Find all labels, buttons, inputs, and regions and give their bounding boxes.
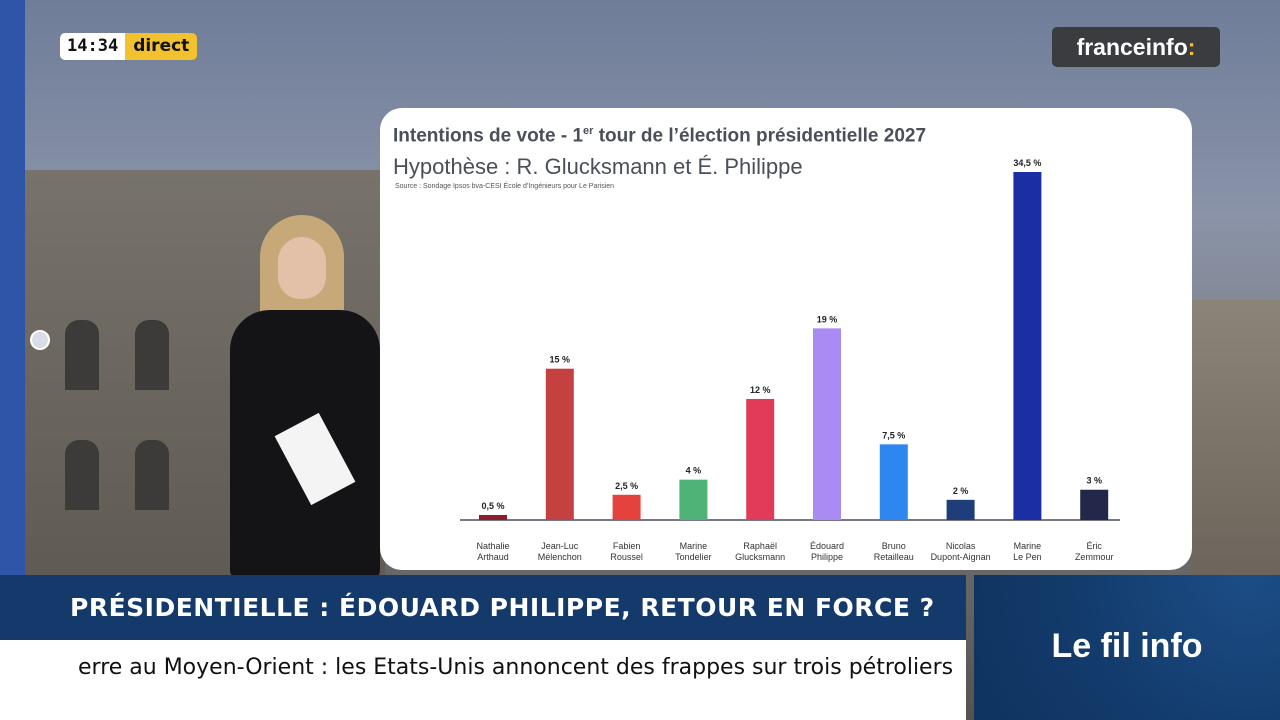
franceinfo-logo: franceinfo: xyxy=(1052,27,1220,67)
category-tick-label: Mélenchon xyxy=(538,552,582,562)
ticker-bottom xyxy=(0,695,966,720)
bar-value-label: 3 % xyxy=(1086,476,1102,486)
bar xyxy=(545,368,574,520)
background-building-right xyxy=(1190,300,1280,580)
chart-title: Intentions de vote - 1er tour de l’élect… xyxy=(393,125,927,147)
bar xyxy=(1013,172,1042,520)
bar-value-label: 0,5 % xyxy=(481,501,504,511)
bar-value-label: 34,5 % xyxy=(1013,158,1041,168)
logo-text: franceinfo xyxy=(1076,33,1188,60)
bar-value-label: 7,5 % xyxy=(882,430,905,440)
clock-badge: 14:34 direct xyxy=(60,33,198,60)
presenter xyxy=(220,215,390,580)
category-tick-label: Zemmour xyxy=(1075,552,1114,562)
bar xyxy=(679,479,708,520)
category-tick-label: Raphaël xyxy=(743,541,777,551)
bar xyxy=(746,398,775,520)
bar xyxy=(946,499,975,520)
bar-value-label: 19 % xyxy=(817,314,838,324)
blue-side-stripe xyxy=(0,0,25,580)
bar xyxy=(612,494,641,520)
category-tick-label: Glucksmann xyxy=(735,552,785,562)
bar-value-label: 15 % xyxy=(550,355,571,365)
bar-value-label: 2 % xyxy=(953,486,969,496)
category-tick-label: Dupont-Aignan xyxy=(931,552,991,562)
chart-card: Intentions de vote - 1er tour de l’élect… xyxy=(380,108,1192,570)
bar-value-label: 4 % xyxy=(686,466,702,476)
category-tick-label: Jean-Luc xyxy=(541,541,579,551)
category-tick-label: Retailleau xyxy=(874,552,914,562)
category-tick-label: Marine xyxy=(680,541,708,551)
category-tick-label: Roussel xyxy=(610,552,643,562)
category-tick-label: Le Pen xyxy=(1013,552,1042,562)
category-tick-label: Nicolas xyxy=(946,541,976,551)
category-tick-label: Marine xyxy=(1014,541,1042,551)
category-tick-label: Arthaud xyxy=(477,552,509,562)
bar-value-label: 2,5 % xyxy=(615,481,638,491)
bar xyxy=(479,514,507,520)
chart-source: Source : Sondage Ipsos bva-CESI École d’… xyxy=(395,183,615,190)
clock-time: 14:34 xyxy=(60,33,126,60)
news-ticker: erre au Moyen-Orient : les Etats-Unis an… xyxy=(0,640,966,695)
bar xyxy=(879,444,908,520)
fil-info-panel: Le fil info xyxy=(974,575,1280,720)
fil-info-label: Le fil info xyxy=(1051,627,1203,665)
live-label: direct xyxy=(125,33,198,60)
logo-colon: : xyxy=(1187,33,1196,60)
bar xyxy=(1080,489,1109,520)
bar xyxy=(813,328,841,520)
category-tick-label: Philippe xyxy=(811,552,843,562)
screen-dot-indicator xyxy=(30,330,50,350)
category-tick-label: Édouard xyxy=(810,541,844,551)
category-tick-label: Fabien xyxy=(613,541,641,551)
headline-banner: PRÉSIDENTIELLE : ÉDOUARD PHILIPPE, RETOU… xyxy=(0,575,966,640)
category-tick-label: Bruno xyxy=(882,541,906,551)
category-tick-label: Nathalie xyxy=(476,541,509,551)
bar-value-label: 12 % xyxy=(750,385,771,395)
category-tick-label: Éric xyxy=(1086,541,1102,551)
chart-subtitle: Hypothèse : R. Glucksmann et É. Philippe xyxy=(393,154,803,179)
category-tick-label: Tondelier xyxy=(675,552,712,562)
